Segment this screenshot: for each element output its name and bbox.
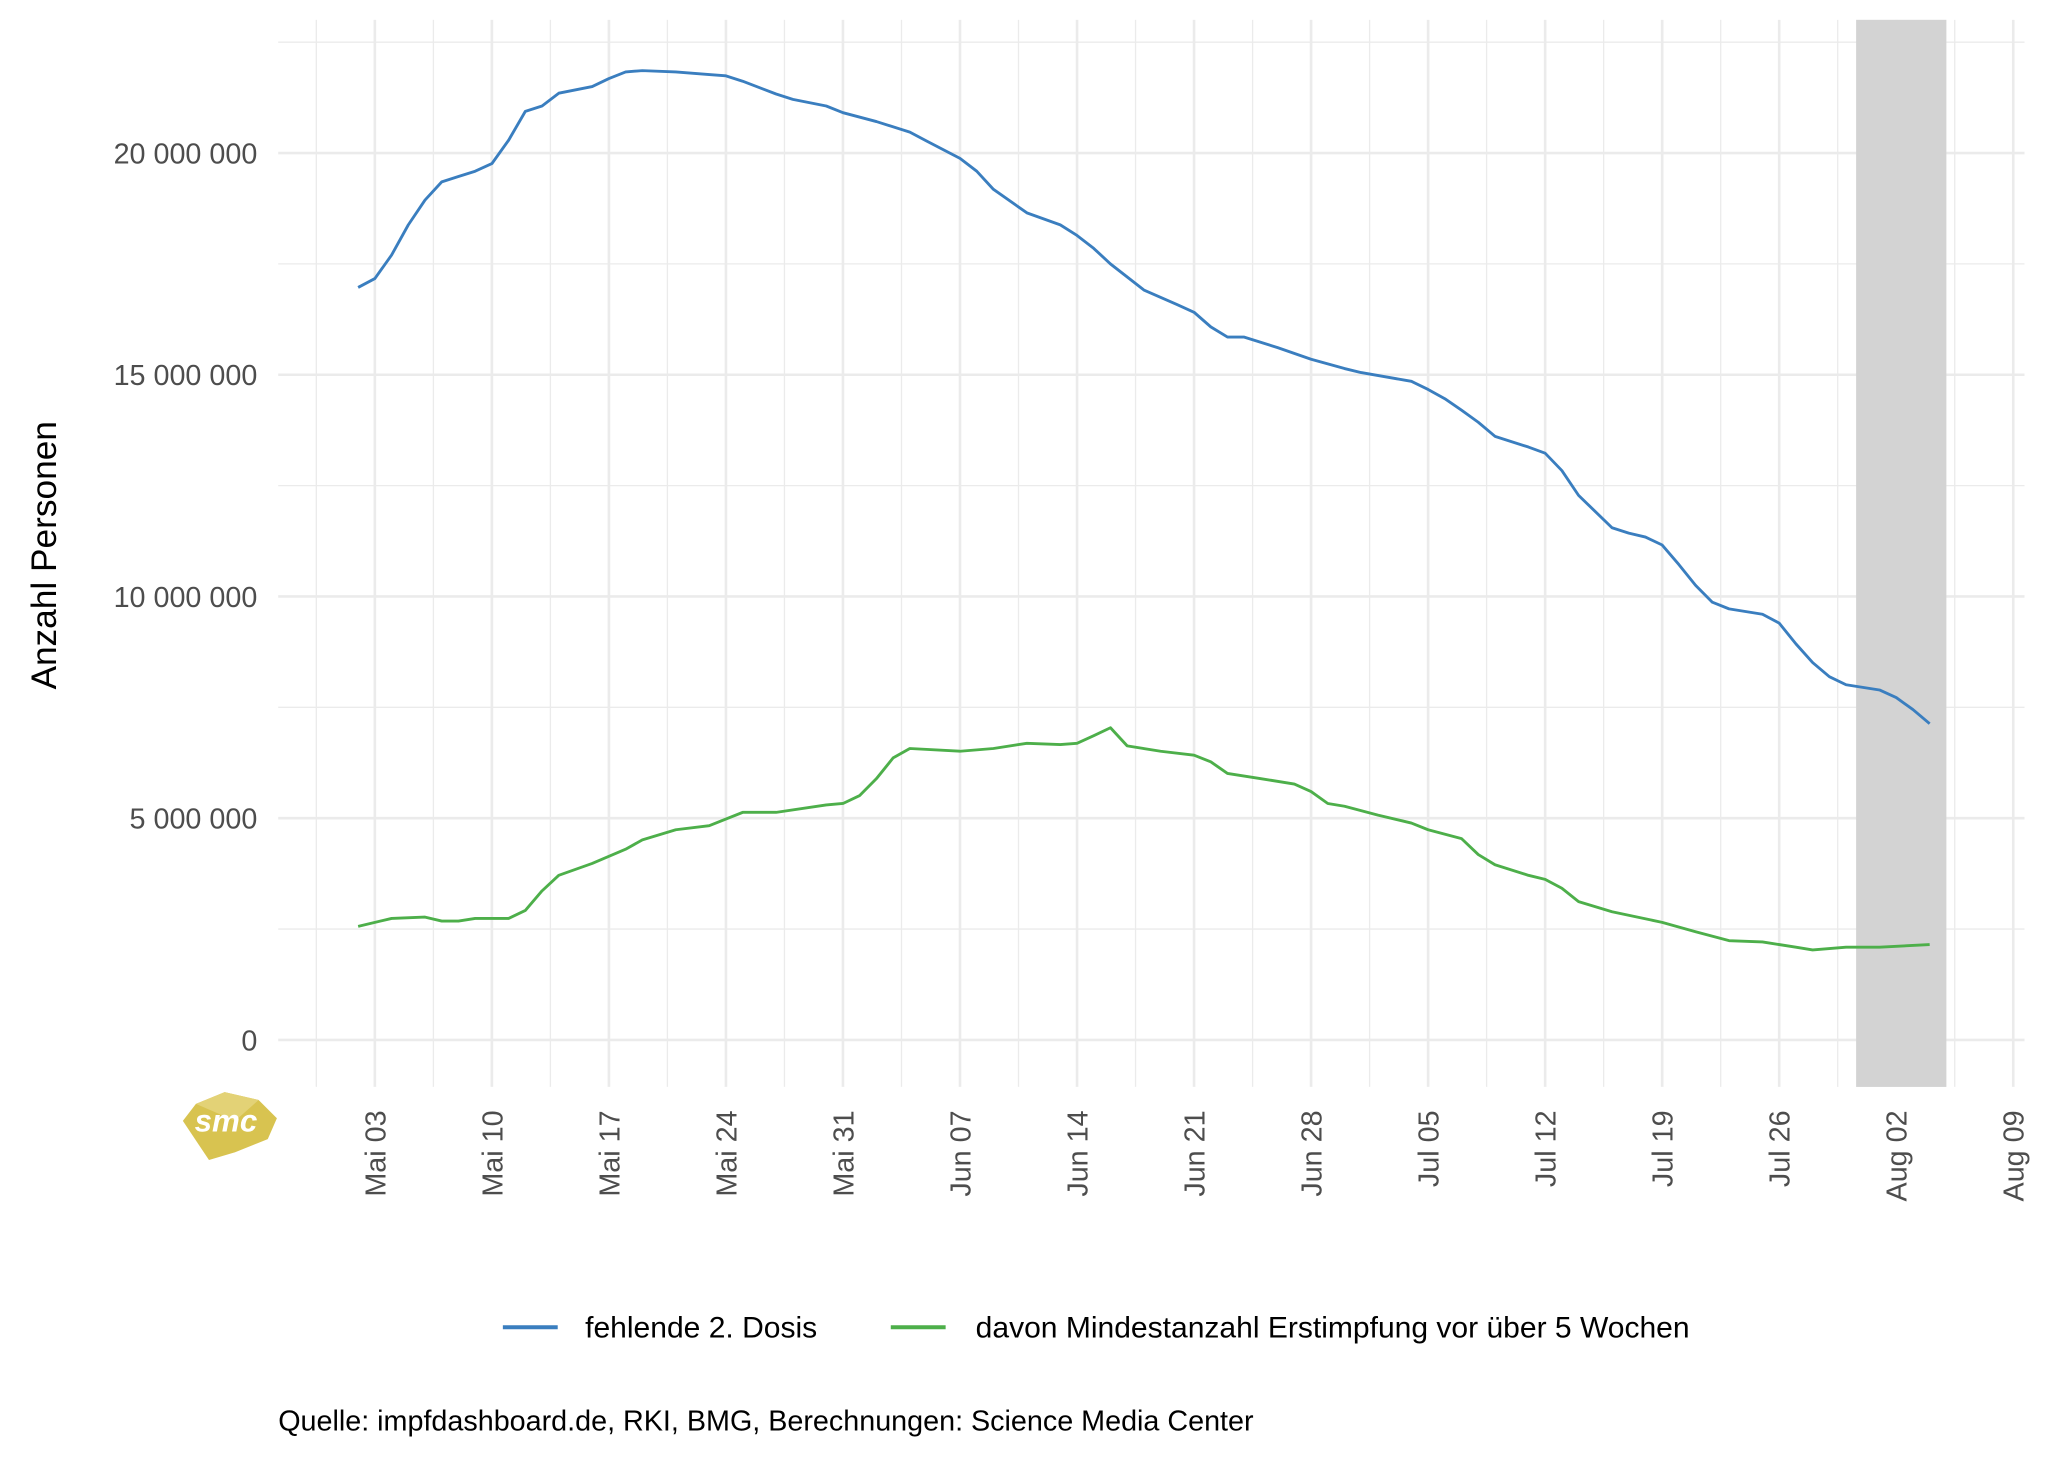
y-tick-label: 5 000 000: [130, 804, 258, 836]
x-tick-label: Jun 21: [1180, 1110, 1212, 1196]
series-line-fehlende-dosis: [357, 69, 1931, 725]
y-axis-title: Anzahl Personen: [25, 421, 64, 689]
x-tick-label: Aug 02: [1882, 1110, 1914, 1201]
x-tick-label: Mai 17: [594, 1110, 626, 1196]
y-tick-label: 15 000 000: [114, 360, 258, 392]
x-tick-label: Mai 10: [477, 1110, 509, 1196]
legend-label-fehlende-dosis: fehlende 2. Dosis: [585, 1312, 817, 1345]
x-tick-label: Jul 19: [1648, 1110, 1680, 1187]
highlight-range: [1856, 19, 1947, 1087]
x-tick-labels: Mai 03 Mai 10 Mai 17 Mai 24 Mai 31 Jun 07 Jun …: [360, 1110, 2030, 1201]
x-tick-label: Jul 26: [1765, 1110, 1797, 1187]
y-tick-labels: 0 5 000 000 10 000 000 15 000 000 20 000 000: [114, 138, 258, 1057]
x-tick-label: Jun 07: [945, 1110, 977, 1196]
smc-logo: smc: [182, 1092, 277, 1161]
y-tick-label: 10 000 000: [114, 582, 258, 614]
x-tick-label: Aug 09: [1999, 1110, 2031, 1201]
source-caption: Quelle: impfdashboard.de, RKI, BMG, Bere…: [278, 1405, 1254, 1437]
x-tick-label: Jun 28: [1297, 1110, 1329, 1196]
gridlines: [278, 19, 2025, 1087]
y-tick-label: 0: [241, 1025, 257, 1057]
series-line-erstimpfung: [357, 726, 1930, 952]
legend-label-erstimpfung: davon Mindestanzahl Erstimpfung vor über…: [976, 1312, 1690, 1345]
x-tick-label: Mai 03: [360, 1110, 392, 1196]
series-lines: [357, 69, 1931, 952]
x-tick-label: Mai 24: [711, 1110, 743, 1196]
x-tick-label: Jul 05: [1414, 1110, 1446, 1187]
legend: fehlende 2. Dosis davon Mindestanzahl Er…: [502, 1312, 1690, 1345]
y-tick-label: 20 000 000: [114, 138, 258, 170]
x-tick-label: Mai 31: [828, 1110, 860, 1196]
x-tick-label: Jul 12: [1531, 1110, 1563, 1187]
x-tick-label: Jun 14: [1062, 1110, 1094, 1196]
svg-text:smc: smc: [195, 1103, 258, 1138]
